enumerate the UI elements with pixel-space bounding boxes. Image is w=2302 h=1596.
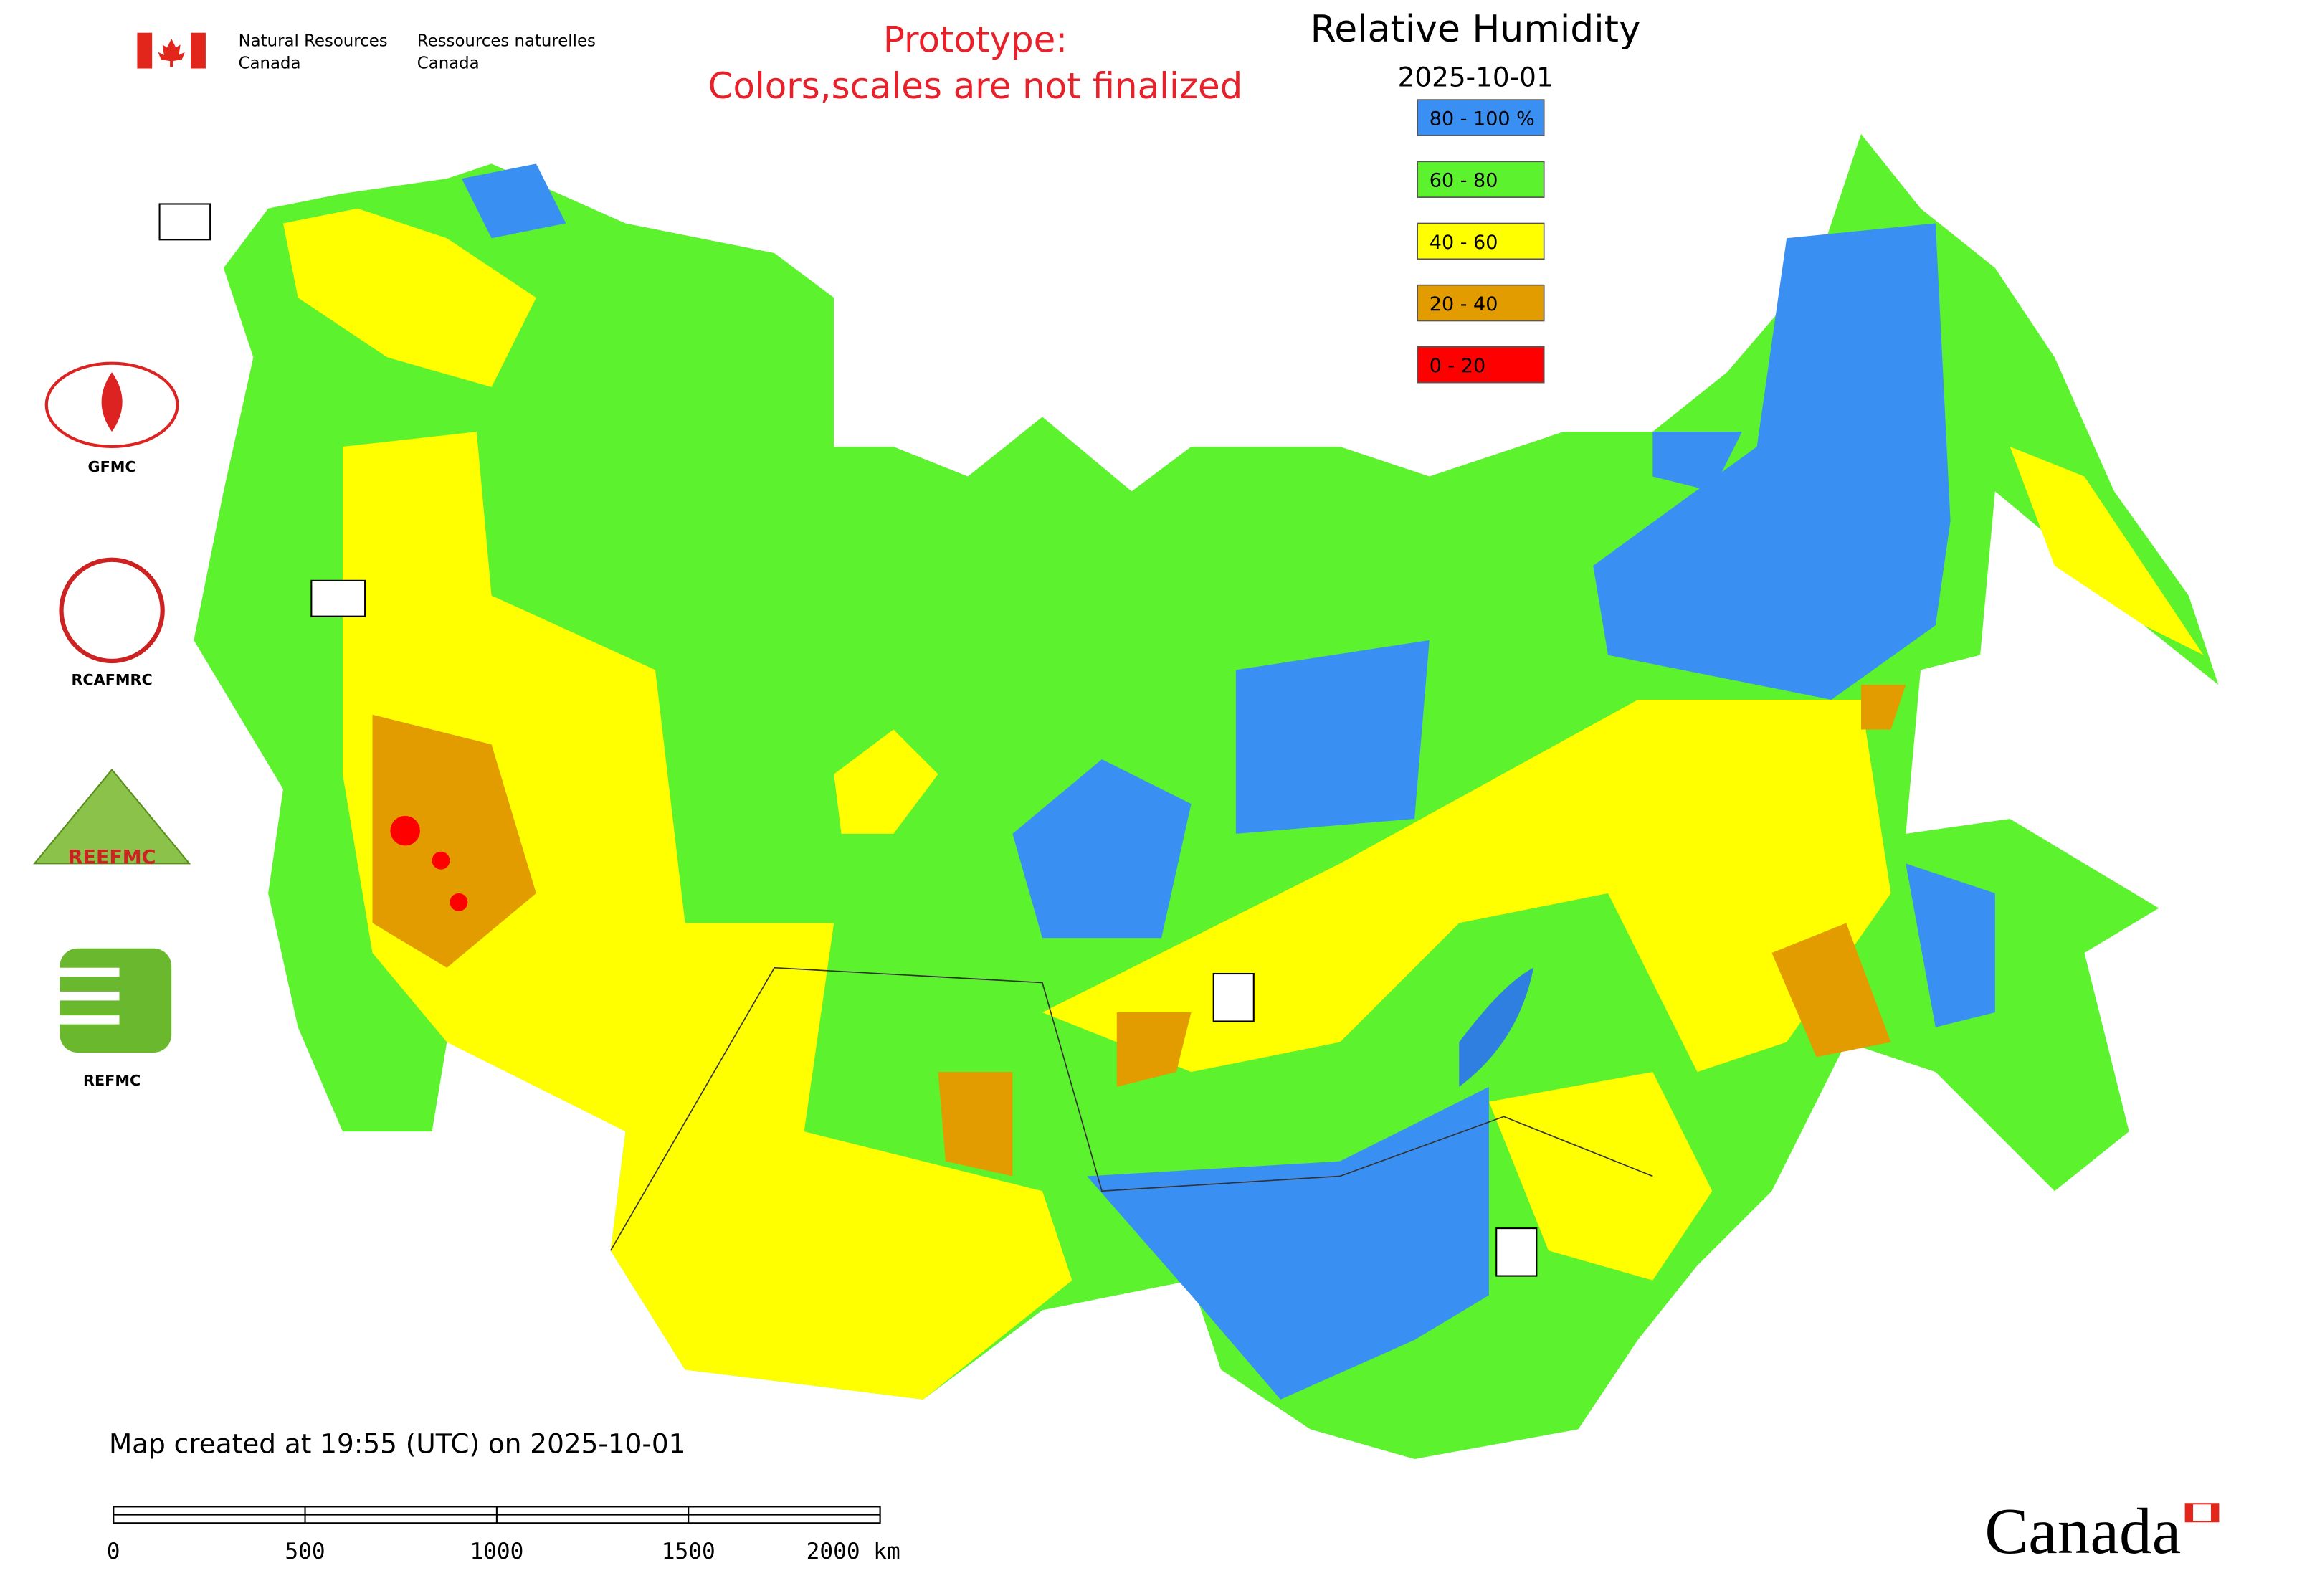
- legend-label: 0 - 20: [1430, 355, 1485, 377]
- maple-leaf: [158, 38, 185, 67]
- wordmark-flag: [2185, 1504, 2194, 1522]
- legend-swatch: [1417, 346, 1545, 384]
- legend-swatch: [1417, 222, 1545, 260]
- border-line: [610, 966, 1653, 1251]
- region-orange: [1771, 923, 1891, 1058]
- logo-label: GFMC: [88, 458, 136, 475]
- legend-label: 20 - 40: [1430, 293, 1498, 315]
- logo-label: REFMC: [83, 1072, 141, 1089]
- region-orange: [372, 714, 536, 968]
- region-blue: [1087, 1086, 1489, 1400]
- logo-label: RCAFMRC: [71, 671, 152, 688]
- logo-badge: [158, 203, 211, 241]
- logo-badge: [1212, 972, 1255, 1022]
- region-yellow: [282, 208, 536, 387]
- map-date: 2025-10-01: [1398, 61, 1554, 92]
- scale-label: 0: [107, 1539, 120, 1564]
- refmc-stripe: [60, 967, 120, 977]
- nrcan-signature: Natural Resources Canada Ressources natu…: [137, 32, 596, 73]
- region-yellow: [342, 432, 1072, 1400]
- scale-label: 1000: [470, 1539, 523, 1564]
- wordmark-text: Canada: [1984, 1495, 2181, 1567]
- logo-column: GFMC RCAFMRC REEFMC REFMC: [32, 203, 1538, 1277]
- region-orange: [1116, 1012, 1192, 1087]
- refmc-stripe: [60, 991, 120, 1001]
- region-red: [432, 851, 450, 870]
- agency-en: Natural Resources: [239, 32, 388, 50]
- logo-label: REEFMC: [68, 846, 156, 868]
- legend-label: 40 - 60: [1430, 232, 1498, 254]
- wordmark-flag: [2210, 1504, 2219, 1522]
- legend-label: 80 - 100 %: [1430, 108, 1535, 130]
- gfmc-flame: [101, 372, 123, 432]
- logo-badge: [1495, 1227, 1538, 1277]
- canada-wordmark: Canada: [1984, 1495, 2220, 1567]
- region-yellow: [834, 729, 938, 834]
- gfmc-logo: [44, 361, 179, 449]
- reefmc-logo: [32, 768, 191, 865]
- legend: 80 - 100 % 60 - 80 40 - 60 20 - 40 0 - 20: [1417, 99, 1545, 384]
- legend-label: 60 - 80: [1430, 170, 1498, 192]
- legend-swatch: [1417, 99, 1545, 136]
- scale-label: 500: [285, 1539, 325, 1564]
- flag-bar: [191, 32, 206, 69]
- flag-bar: [137, 32, 153, 69]
- rcafmrc-logo: [59, 557, 165, 664]
- region-blue: [1593, 223, 1951, 700]
- region-red: [390, 815, 420, 846]
- legend-swatch: [1417, 284, 1545, 322]
- agency-fr: Ressources naturelles: [417, 32, 596, 50]
- prototype-note: Colors,scales are not finalized: [708, 65, 1243, 107]
- region-orange: [1860, 685, 1906, 730]
- region-blue: [462, 163, 566, 239]
- scale-label: 2000 km: [807, 1539, 900, 1564]
- region-blue: [1235, 640, 1430, 834]
- region-blue: [1012, 759, 1192, 939]
- scale-bar: 0 500 1000 1500 2000 km: [107, 1506, 900, 1564]
- logo-badge: [310, 579, 366, 617]
- lake-baikal: [1459, 967, 1534, 1087]
- region-orange: [938, 1072, 1013, 1177]
- region-yellow: [2010, 446, 2204, 655]
- region-yellow: [1488, 1072, 1713, 1281]
- prototype-note: Prototype:: [883, 19, 1067, 61]
- scale-label: 1500: [662, 1539, 715, 1564]
- refmc-stripe: [60, 1015, 120, 1025]
- map-title: Relative Humidity: [1311, 8, 1641, 51]
- agency-en: Canada: [239, 54, 301, 73]
- map-created-note: Map created at 19:55 (UTC) on 2025-10-01: [109, 1428, 685, 1460]
- region-red: [450, 893, 468, 911]
- agency-fr: Canada: [417, 54, 480, 73]
- legend-swatch: [1417, 161, 1545, 198]
- humidity-map: [194, 133, 2219, 1459]
